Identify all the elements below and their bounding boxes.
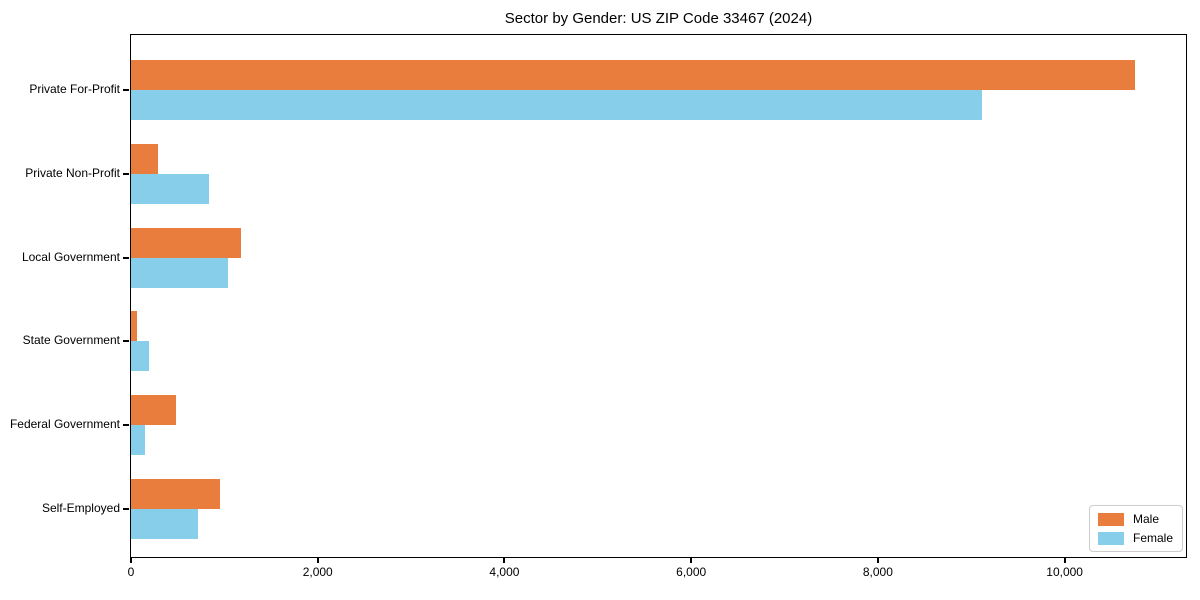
x-tick-label: 2,000: [302, 565, 333, 579]
y-tick: [123, 340, 129, 343]
bar-female-local-government: [131, 257, 229, 288]
x-tick: [316, 557, 319, 563]
x-tick-label: 10,000: [1046, 565, 1083, 579]
legend-item-male: Male: [1097, 512, 1173, 526]
y-tick: [123, 89, 129, 91]
x-tick: [503, 557, 506, 563]
y-label-state-government: State Government: [22, 333, 120, 348]
y-tick: [123, 172, 129, 175]
bar-male-federal-government: [131, 395, 176, 426]
bar-female-state-government: [131, 341, 149, 372]
x-tick: [130, 557, 132, 563]
legend-swatch-male: [1097, 512, 1124, 526]
y-label-self-employed: Self-Employed: [41, 501, 120, 515]
x-tick: [1063, 557, 1066, 563]
x-tick-label: 4,000: [489, 565, 520, 579]
y-label-local-government: Local Government: [21, 249, 120, 264]
chart-title: Sector by Gender: US ZIP Code 33467 (202…: [504, 10, 813, 27]
bar-female-private-for-profit: [131, 90, 982, 120]
x-tick: [876, 557, 879, 563]
bar-male-private-for-profit: [131, 60, 1135, 90]
plot-area: Male Female 0 2,000 4,000 6,000 8,000 10,000: [123, 34, 1187, 579]
y-tick: [123, 424, 129, 427]
y-label-private-for-profit: Private For-Profit: [29, 82, 120, 96]
bar-male-private-non-profit: [131, 143, 159, 174]
y-label-federal-government: Federal Government: [9, 417, 120, 432]
bar-male-self-employed: [131, 479, 220, 509]
y-label-private-non-profit: Private Non-Profit: [25, 165, 120, 180]
bar-female-self-employed: [131, 509, 199, 539]
x-tick: [690, 557, 693, 563]
bar-female-private-non-profit: [131, 173, 210, 204]
bar-male-local-government: [131, 227, 242, 258]
y-tick: [123, 256, 129, 259]
legend: Male Female: [1088, 505, 1183, 552]
y-axis-labels: Private For-Profit Private Non-Profit Loca…: [0, 34, 120, 558]
y-tick: [123, 508, 129, 510]
legend-item-female: Female: [1097, 531, 1173, 545]
x-tick-label: 6,000: [676, 565, 707, 579]
x-tick-label: 0: [127, 565, 135, 579]
bar-male-state-government: [131, 311, 138, 342]
x-tick-label: 8,000: [862, 565, 893, 579]
legend-label-female: Female: [1132, 531, 1173, 545]
bar-female-federal-government: [131, 425, 145, 456]
legend-label-male: Male: [1132, 512, 1159, 526]
legend-swatch-female: [1097, 531, 1124, 545]
